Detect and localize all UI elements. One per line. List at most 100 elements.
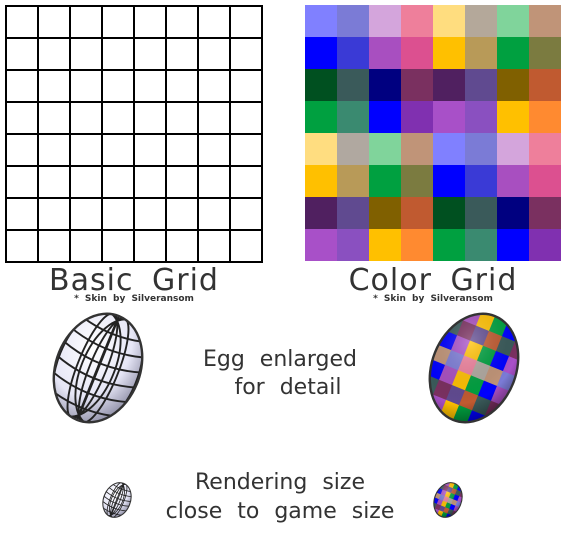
color-cell	[369, 37, 401, 69]
grid-cell	[5, 101, 39, 135]
grid-cell	[229, 229, 263, 263]
color-cell	[401, 37, 433, 69]
color-cell	[401, 165, 433, 197]
grid-cell	[69, 165, 103, 199]
color-cell	[401, 197, 433, 229]
color-cell	[305, 197, 337, 229]
grid-cell	[133, 133, 167, 167]
color-cell	[369, 229, 401, 261]
color-cell	[497, 5, 529, 37]
color-cell	[497, 229, 529, 261]
color-cell	[401, 69, 433, 101]
color-cell	[305, 5, 337, 37]
grid-cell	[101, 69, 135, 103]
credit: * Skin by Silveransom	[74, 294, 194, 304]
color-grid	[305, 5, 561, 261]
caption: Egg enlarged	[203, 347, 357, 372]
color-cell	[433, 229, 465, 261]
color-cell	[497, 37, 529, 69]
grid-cell	[165, 229, 199, 263]
color-cell	[369, 69, 401, 101]
grid-cell	[69, 37, 103, 71]
grid-cell	[69, 133, 103, 167]
color-cell	[529, 69, 561, 101]
color-cell	[305, 229, 337, 261]
color-cell	[529, 101, 561, 133]
grid-cell	[101, 229, 135, 263]
grid-cell	[5, 133, 39, 167]
color-cell	[401, 133, 433, 165]
grid-cell	[197, 197, 231, 231]
egg-line	[107, 486, 133, 498]
egg-body	[102, 482, 132, 518]
color-cell	[433, 133, 465, 165]
color-cell	[465, 133, 497, 165]
color-cell	[305, 165, 337, 197]
grid-cell	[101, 197, 135, 231]
grid-cell	[69, 101, 103, 135]
color-cell	[369, 165, 401, 197]
color-cell	[305, 133, 337, 165]
color-cell	[497, 69, 529, 101]
grid-cell	[37, 101, 71, 135]
grid-cell	[229, 101, 263, 135]
egg	[44, 309, 154, 427]
grid-cell	[37, 5, 71, 39]
color-cell	[529, 5, 561, 37]
grid-cell	[165, 5, 199, 39]
color-cell	[305, 69, 337, 101]
color-cell	[337, 5, 369, 37]
color-cell	[433, 197, 465, 229]
color-cell	[369, 101, 401, 133]
grid-cell	[165, 101, 199, 135]
color-cell	[497, 165, 529, 197]
grid-cell	[5, 37, 39, 71]
egg-line	[101, 500, 128, 512]
grid-cell	[101, 5, 135, 39]
color-cell	[529, 229, 561, 261]
color-cell	[529, 165, 561, 197]
grid-cell	[133, 165, 167, 199]
color-cell	[529, 197, 561, 229]
panel-title: Basic Grid	[49, 263, 219, 298]
color-cell	[401, 229, 433, 261]
egg	[414, 300, 534, 436]
egg-outline	[428, 312, 520, 424]
color-cell	[465, 229, 497, 261]
egg-line	[103, 495, 130, 507]
color-cell	[529, 37, 561, 69]
egg-surface	[44, 309, 154, 427]
grid-cell	[229, 197, 263, 231]
panel-title: Color Grid	[349, 263, 518, 298]
grid-cell	[5, 165, 39, 199]
color-cell	[529, 133, 561, 165]
color-cell	[433, 69, 465, 101]
grid-cell	[37, 229, 71, 263]
egg-shade	[429, 313, 519, 423]
grid-cell	[37, 197, 71, 231]
caption: for detail	[234, 375, 341, 400]
grid-cell	[101, 133, 135, 167]
basic-grid	[5, 5, 263, 263]
color-cell	[369, 197, 401, 229]
grid-cell	[197, 101, 231, 135]
grid-cell	[133, 5, 167, 39]
grid-cell	[197, 5, 231, 39]
egg-outline	[102, 482, 132, 518]
grid-cell	[165, 133, 199, 167]
egg-surface	[428, 478, 468, 522]
color-cell	[465, 37, 497, 69]
color-cell	[497, 133, 529, 165]
grid-cell	[101, 101, 135, 135]
color-cell	[465, 5, 497, 37]
credit: * Skin by Silveransom	[373, 294, 493, 304]
grid-cell	[229, 37, 263, 71]
grid-cell	[69, 5, 103, 39]
grid-cell	[69, 69, 103, 103]
color-cell	[433, 101, 465, 133]
grid-cell	[69, 229, 103, 263]
grid-cell	[229, 69, 263, 103]
color-cell	[337, 37, 369, 69]
grid-cell	[37, 69, 71, 103]
color-cell	[337, 133, 369, 165]
